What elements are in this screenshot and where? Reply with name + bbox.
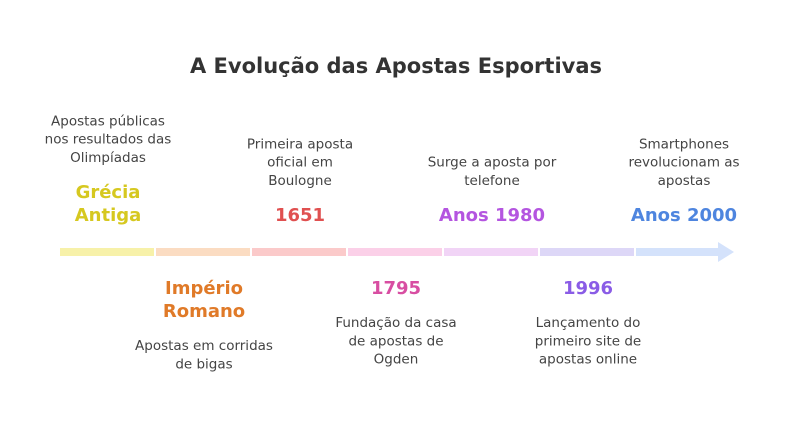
event-description: apostas (658, 173, 711, 189)
event-description: Lançamento do (536, 315, 641, 331)
timeline-segment (252, 248, 346, 256)
timeline-segment (444, 248, 538, 256)
event-description: de bigas (175, 356, 232, 372)
event-label: Grécia (76, 182, 141, 203)
timeline-segment (348, 248, 442, 256)
event-label: 1795 (371, 278, 421, 299)
event-label: 1996 (563, 278, 613, 299)
event-description: nos resultados das (45, 132, 172, 148)
event-description: Smartphones (639, 136, 729, 152)
event-description: oficial em (267, 155, 333, 171)
event-description: Apostas públicas (51, 113, 165, 129)
title: A Evolução das Apostas Esportivas (190, 54, 602, 78)
event-label: Antiga (75, 205, 142, 226)
timeline-segment (540, 248, 634, 256)
event-description: Surge a aposta por (428, 155, 557, 171)
event-description: Apostas em corridas (135, 338, 273, 354)
timeline-arrow (718, 242, 734, 262)
event-description: de apostas de (348, 333, 443, 349)
event-label: Império (165, 278, 243, 299)
event-description: telefone (464, 173, 520, 189)
event-description: revolucionam as (628, 155, 739, 171)
event-label: Romano (163, 301, 245, 322)
timeline-segment (156, 248, 250, 256)
event-description: apostas online (539, 352, 637, 368)
event-description: Fundação da casa (335, 315, 456, 331)
event-description: Olimpíadas (70, 150, 146, 166)
timeline-segment (60, 248, 154, 256)
timeline-segment (636, 248, 718, 256)
event-description: Boulogne (268, 173, 332, 189)
event-description: Primeira aposta (247, 136, 353, 152)
event-description: Ogden (374, 352, 419, 368)
event-label: Anos 2000 (631, 205, 737, 226)
event-description: primeiro site de (535, 333, 641, 349)
event-label: 1651 (275, 205, 325, 226)
event-label: Anos 1980 (439, 205, 545, 226)
